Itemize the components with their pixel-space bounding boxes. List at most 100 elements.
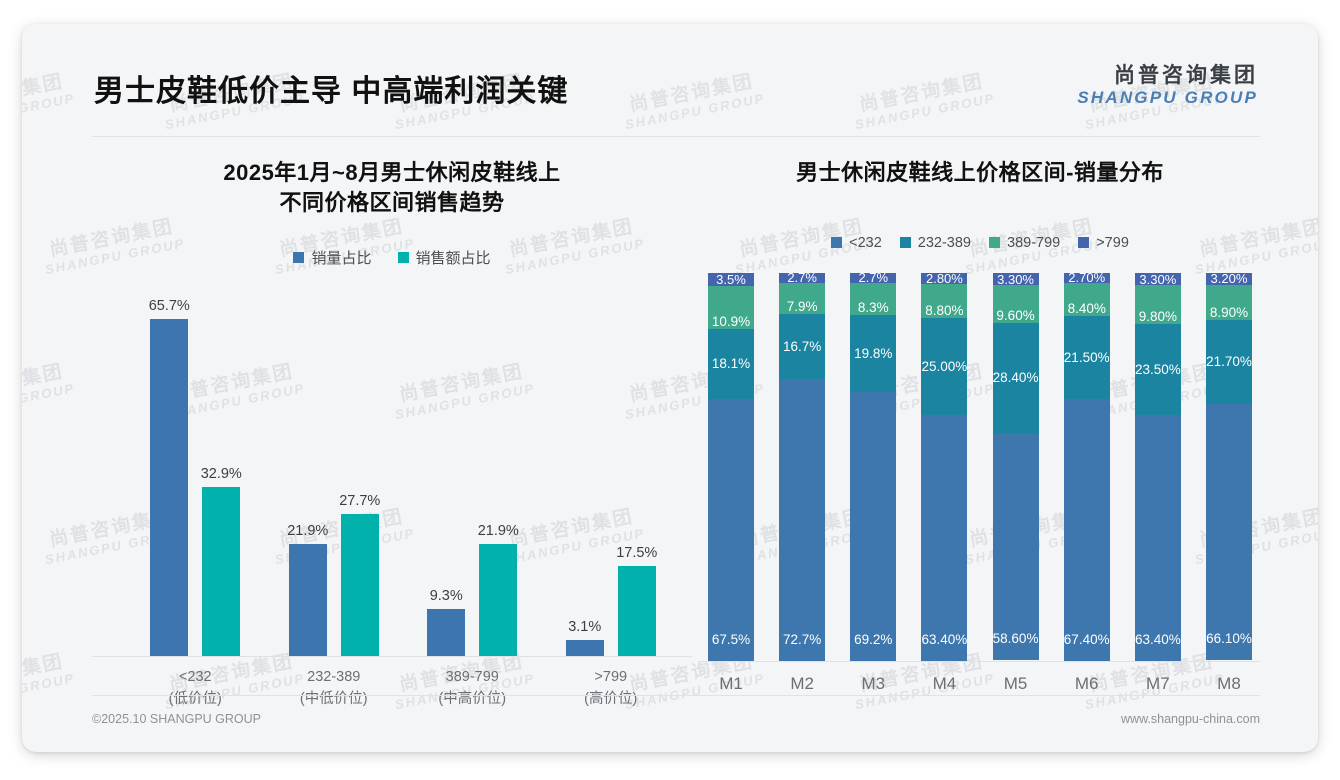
bar[interactable] <box>150 318 189 657</box>
right-chart-legend-item[interactable]: <232 <box>831 235 882 251</box>
stacked-bar-segment[interactable]: 18.1% <box>708 328 754 399</box>
right-chart-legend-item[interactable]: 389-799 <box>989 235 1060 251</box>
page-title: 男士皮鞋低价主导 中高端利润关键 <box>94 75 569 108</box>
stacked-bar-column[interactable]: 2.80% 8.80% 25.00% 63.40% <box>921 271 968 661</box>
stacked-bar-column[interactable]: 3.5% 10.9% 18.1% 67.5% <box>708 272 754 661</box>
stacked-bar-segment[interactable]: 72.7% <box>779 378 826 661</box>
bar-group: 21.9% 27.7% <box>265 286 404 657</box>
stacked-bar-segment[interactable]: 3.30% <box>992 272 1039 287</box>
stacked-bar-segment[interactable]: 8.40% <box>1063 283 1110 316</box>
stacked-bar-segment[interactable]: 7.9% <box>779 283 826 314</box>
stacked-bar-column[interactable]: 3.20% 8.90% 21.70% 66.10% <box>1205 271 1252 661</box>
stacked-bar-segment[interactable]: 63.40% <box>921 414 968 661</box>
bar-value-label: 3.1% <box>568 619 602 636</box>
stacked-bar-column[interactable]: 3.30% 9.60% 28.40% 58.60% <box>992 272 1039 661</box>
stacked-bar-segment[interactable]: 3.20% <box>1205 271 1252 287</box>
bar[interactable] <box>479 543 518 657</box>
segment-value-label: 3.20% <box>1210 271 1248 287</box>
segment-value-label: 7.9% <box>786 298 818 314</box>
stacked-bar-segment[interactable]: 19.8% <box>850 315 897 393</box>
bar[interactable] <box>427 608 466 657</box>
bar[interactable] <box>288 543 327 657</box>
segment-value-label: 23.50% <box>1134 361 1181 377</box>
stacked-bar-segment[interactable]: 66.10% <box>1205 403 1252 661</box>
stacked-bar-segment[interactable]: 9.80% <box>1134 285 1181 324</box>
segment-value-label: 3.30% <box>1139 271 1177 287</box>
stacked-bar-column[interactable]: 2.7% 7.9% 16.7% 72.7% <box>779 270 826 661</box>
segment-value-label: 8.90% <box>1209 304 1249 320</box>
stacked-bar-column[interactable]: 2.7% 8.3% 19.8% 69.2% <box>850 270 897 661</box>
segment-value-label: 66.10% <box>1206 631 1252 647</box>
right-chart-legend-item[interactable]: 232-389 <box>899 235 971 251</box>
legend-swatch-icon <box>899 237 911 249</box>
stacked-bar-segment[interactable]: 2.70% <box>1063 270 1110 286</box>
stacked-bar-segment[interactable]: 10.9% <box>708 286 754 329</box>
legend-item-label: <232 <box>849 234 882 251</box>
stacked-bar-chart: 3.5% 10.9% 18.1% 67.5% 2.7% 7.9% 16.7% 72.7% 2.7… <box>700 270 1260 662</box>
x-axis-tick-range: 389-799 <box>445 669 499 686</box>
header-divider <box>92 136 1260 137</box>
stacked-bar-segment[interactable]: 21.70% <box>1205 319 1252 404</box>
left-chart-legend-item[interactable]: 销售额占比 <box>397 247 491 268</box>
bar[interactable] <box>340 514 379 657</box>
bar-value-label: 65.7% <box>148 297 190 314</box>
segment-value-label: 16.7% <box>783 338 822 354</box>
stacked-bar-segment[interactable]: 3.5% <box>708 272 754 287</box>
stacked-bar-segment[interactable]: 69.2% <box>850 392 897 661</box>
x-axis-tick: 389-799 (中高价位) <box>403 667 542 711</box>
bar[interactable] <box>617 566 656 657</box>
segment-value-label: 10.9% <box>711 313 751 329</box>
bar-column: 27.7% <box>339 286 380 657</box>
bar-group: 3.1% 17.5% <box>542 286 681 657</box>
stacked-bar-segment[interactable]: 58.60% <box>992 432 1039 661</box>
x-axis-tick: M4 <box>932 673 957 693</box>
footer-website[interactable]: www.shangpu-china.com <box>1121 712 1260 726</box>
stacked-bar-segment[interactable]: 28.40% <box>992 322 1039 433</box>
stacked-bar-segment[interactable]: 2.7% <box>779 270 826 285</box>
stacked-bar-segment[interactable]: 25.00% <box>921 317 968 415</box>
left-chart-legend-item[interactable]: 销量占比 <box>293 247 372 268</box>
segment-value-label: 21.50% <box>1063 349 1110 365</box>
stacked-bar-column[interactable]: 2.70% 8.40% 21.50% 67.40% <box>1063 270 1110 661</box>
x-axis-tick: 232-389 (中低价位) <box>265 667 404 711</box>
segment-value-label: 2.70% <box>1068 270 1106 286</box>
bar[interactable] <box>202 487 241 657</box>
x-axis-tick-range: >799 <box>594 669 628 686</box>
legend-swatch-icon <box>831 237 843 249</box>
stacked-bar-segment[interactable]: 67.40% <box>1063 399 1110 661</box>
segment-value-label: 63.40% <box>921 631 968 647</box>
stacked-bar-segment[interactable]: 8.3% <box>850 283 897 316</box>
x-axis-tick-sublabel: (高价位) <box>584 691 638 708</box>
stacked-bar-segment[interactable]: 23.50% <box>1134 323 1181 415</box>
stacked-bar-segment[interactable]: 2.80% <box>921 271 968 286</box>
stacked-bar-segment[interactable]: 9.60% <box>992 285 1039 323</box>
stacked-bar-column[interactable]: 3.30% 9.80% 23.50% 63.40% <box>1134 271 1181 661</box>
bar-group: 9.3% 21.9% <box>403 286 542 657</box>
x-axis-tick-sublabel: (低价位) <box>168 691 222 708</box>
stacked-bar-segment[interactable]: 67.5% <box>708 398 754 661</box>
stacked-bar-segment[interactable]: 16.7% <box>779 313 826 379</box>
stacked-bar-segment[interactable]: 8.80% <box>921 283 968 318</box>
segment-value-label: 63.40% <box>1134 631 1181 647</box>
segment-value-label: 67.5% <box>711 631 751 647</box>
x-axis-tick-range: 232-389 <box>307 669 361 686</box>
footer-copyright: ©2025.10 SHANGPU GROUP <box>92 712 261 726</box>
bar[interactable] <box>565 640 604 657</box>
grouped-bar-chart: 65.7% 32.9% 21.9% 27.7% 9.3% 21.9% 3.1% 17.5% <box>92 286 692 658</box>
right-chart-legend-item[interactable]: >799 <box>1078 235 1129 251</box>
stacked-bar-segment[interactable]: 21.50% <box>1063 315 1110 400</box>
bar-value-label: 21.9% <box>287 522 329 539</box>
bar-column: 17.5% <box>616 286 657 657</box>
stacked-bar-segment[interactable]: 3.30% <box>1134 271 1181 287</box>
stacked-bar-segment[interactable]: 2.7% <box>850 270 897 286</box>
bar-value-label: 32.9% <box>200 466 242 483</box>
legend-swatch-icon <box>989 237 1000 249</box>
logo-chinese-text: 尚普咨询集团 <box>1114 64 1258 88</box>
segment-value-label: 2.7% <box>858 270 889 286</box>
segment-value-label: 8.40% <box>1067 300 1106 316</box>
stacked-bar-segment[interactable]: 8.90% <box>1205 285 1252 320</box>
stacked-bar-segment[interactable]: 63.40% <box>1134 414 1181 661</box>
legend-swatch-icon <box>293 252 305 264</box>
